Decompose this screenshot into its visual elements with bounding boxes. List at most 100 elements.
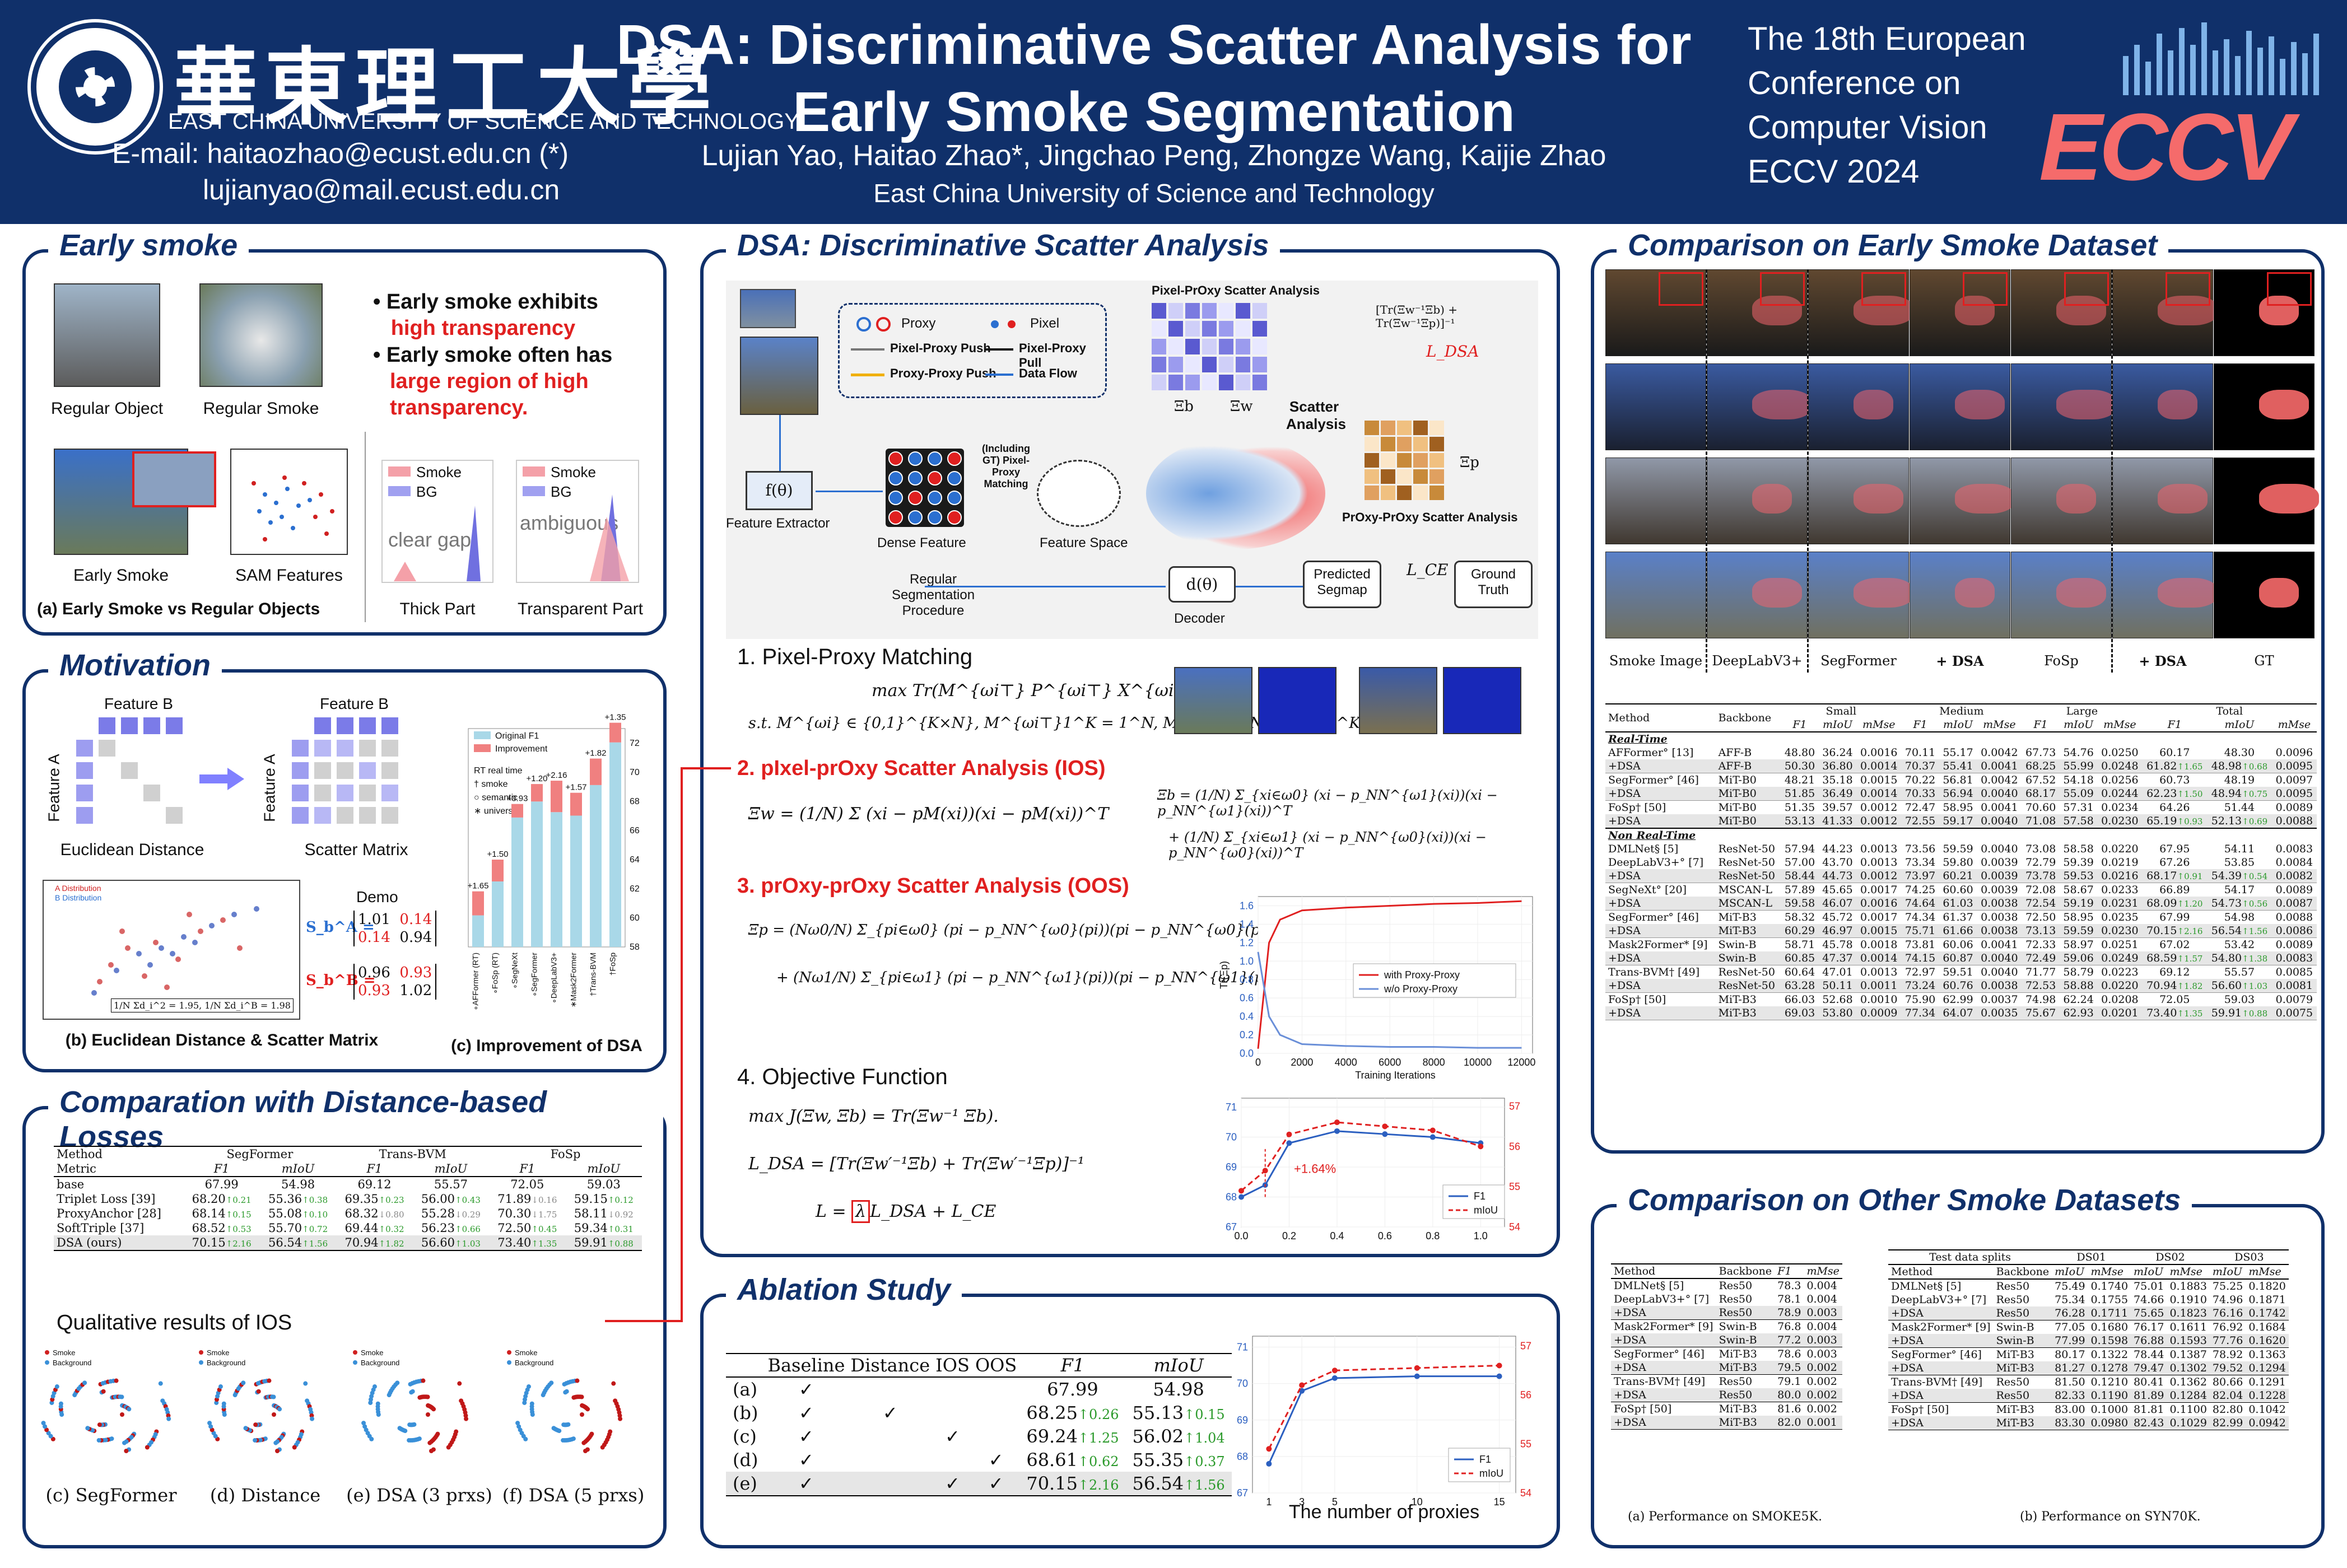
t1-cell-6-3: 0.002 [1806, 1361, 1837, 1374]
t1-head-1: Backbone [1719, 1265, 1772, 1277]
comp-cell-6-12: 54.11 [2224, 843, 2255, 855]
comp-cell-12-2: 60.29 [1784, 925, 1815, 937]
comp-cell-12-3: 46.97 [1822, 925, 1853, 937]
qual-cell-3-1 [1707, 552, 1808, 638]
comp-cell-4-2: 51.35 [1784, 801, 1815, 814]
euclid-grid [76, 717, 183, 824]
comp-cell-11-4: 0.0017 [1860, 911, 1898, 923]
t1-cell-1-2: 78.1 [1777, 1293, 1801, 1305]
t1-cell-3-2: 76.8 [1777, 1320, 1801, 1333]
qual-plot-1: Smoke Background (d) Distance [191, 1345, 339, 1513]
qual-cell-0-1 [1707, 269, 1808, 356]
lambda-chart-pt-1-0 [1238, 1188, 1244, 1194]
comp-cell-10-1: MSCAN-L [1718, 897, 1772, 909]
bar-category-0: ∘AFFormer (RT) [471, 953, 480, 1010]
bar-label-0: +1.65 [468, 881, 489, 891]
abl-head-2: Distance [850, 1355, 930, 1376]
caption-a: (a) Early Smoke vs Regular Objects [37, 600, 320, 618]
qual-point-2-80 [425, 1394, 430, 1399]
comp-cell-16-0: +DSA [1608, 979, 1641, 992]
comp-cell-17-10: 0.0208 [2101, 993, 2139, 1006]
trace-chart-legend-0: with Proxy-Proxy [1384, 969, 1460, 981]
lambda-chart-pt-1-6 [1478, 1144, 1484, 1150]
comp-cell-11-6: 61.37 [1943, 911, 1973, 923]
qual-caption-2: (e) DSA (3 prxs) [346, 1485, 492, 1506]
comp-sub-5: mMse [1983, 718, 2016, 731]
comp-cell-14-11: 68.59↑1.57 [2146, 952, 2203, 964]
bar-original-1 [492, 881, 504, 947]
xib-cell-0-1 [1168, 303, 1183, 319]
oos-heading: PrOxy-PrOxy Scatter Analysis [1342, 510, 1518, 524]
qual-point-0-86 [58, 1401, 63, 1406]
email-2[interactable]: lujianyao@mail.ecust.edu.cn [203, 174, 560, 206]
qual-point-1-51 [209, 1427, 215, 1432]
comp-section-rt-label: Real-Time [1608, 733, 1668, 745]
caption-regular-smoke: Regular Smoke [203, 399, 319, 418]
smoke-mask-0-6 [2259, 295, 2299, 326]
qual-point-2-84 [421, 1378, 426, 1383]
lambda-chart-xtick-3: 0.6 [1378, 1230, 1392, 1242]
sb-a-10: 0.14 [358, 929, 390, 946]
comp-cell-0-12: 48.30 [2224, 746, 2255, 759]
qual-cell-1-1 [1707, 363, 1812, 450]
email-1[interactable]: E-mail: haitaozhao@ecust.edu.cn (*) [112, 138, 569, 169]
comp-cell-14-13: 0.0083 [2275, 952, 2313, 964]
t2-cell-8-7: 0.1228 [2248, 1389, 2286, 1402]
comp-cell-0-8: 67.73 [2025, 746, 2056, 759]
comp-cell-5-11: 65.19↑0.93 [2146, 815, 2203, 827]
dense-dot-3-1 [908, 510, 923, 525]
qual-cell-1-0 [1605, 363, 1706, 450]
comp-cell-18-3: 53.80 [1822, 1007, 1853, 1019]
comp-cell-10-7: 0.0038 [1981, 897, 2018, 909]
sb-b-label: S_b^B = [306, 972, 376, 989]
dist-cell-3-2: 55.70↑0.72 [268, 1221, 328, 1235]
proxy-icon-red [876, 317, 891, 332]
abl-cell-0-2 [847, 1377, 933, 1401]
comp-cell-16-5: 73.24 [1904, 979, 1936, 992]
comp-row-9: SegNeXt° [20] MSCAN-L 57.89 45.65 0.0017 74.2… [1605, 883, 2317, 897]
dist-cell-0-4: 55.57 [434, 1178, 468, 1191]
abl-cell-0-6: 54.98 [1153, 1379, 1204, 1400]
comp-cell-7-2: 57.00 [1784, 856, 1815, 869]
smoke-mask-2-5 [2158, 483, 2208, 514]
conf-line-2: Conference on [1748, 65, 1961, 101]
comp-cell-9-10: 0.0233 [2101, 884, 2139, 896]
comp-cell-10-4: 0.0016 [1860, 897, 1898, 909]
syn70k-table: Test data splits DS01 DS02 DS03 Method Backbo… [1888, 1249, 2289, 1430]
hist2-legend-bg: BG [551, 483, 572, 500]
scatter-analysis-label: Scatter Analysis [1286, 398, 1346, 432]
qual-point-2-75 [463, 1413, 468, 1418]
proxies-chart-xtick-1: 3 [1299, 1496, 1305, 1508]
t2-cell-9-5: 0.1100 [2169, 1403, 2207, 1416]
qual-cell-3-3 [1910, 552, 2010, 638]
qual-point-3-81 [564, 1389, 569, 1394]
comp-cell-11-5: 74.34 [1904, 911, 1936, 923]
comp-cell-4-10: 0.0234 [2101, 801, 2139, 814]
connector-ios-top [681, 767, 731, 769]
comp-row-4: FoSp† [50] MiT-B0 51.35 39.57 0.0012 72.47 58.… [1605, 801, 2317, 815]
bar-original-7 [609, 742, 621, 947]
t1-cell-10-3: 0.001 [1806, 1416, 1837, 1429]
qual-point-0-77 [41, 1421, 46, 1426]
comp-row-7: DeepLabV3+° [7] ResNet-50 57.00 43.70 0.0013… [1605, 856, 2317, 869]
zoom-inset-2 [1861, 272, 1906, 306]
xib-cell-1-4 [1219, 321, 1233, 337]
dist-sub-1: F1 [213, 1162, 230, 1175]
conf-line-1: The 18th European [1748, 21, 2026, 57]
comp-cell-8-9: 59.53 [2063, 870, 2094, 882]
abl-cell-3-0: (d) [733, 1449, 758, 1471]
t2-cell-3-2: 77.05 [2055, 1321, 2085, 1333]
xib-cell-2-5 [1236, 339, 1250, 354]
dist-cell-1-4: 56.00↑0.43 [421, 1192, 481, 1206]
bar-ytick-0: 58 [630, 942, 640, 952]
comp-cell-15-2: 60.64 [1784, 966, 1815, 978]
comp-cell-15-13: 0.0085 [2275, 966, 2313, 978]
xip-cell-0-3 [1413, 421, 1428, 435]
distribution-scatter-plot: A Distribution B Distribution 1/N Σd_i^2… [43, 880, 300, 1020]
comp-cell-12-13: 0.0086 [2275, 925, 2313, 937]
dense-dot-1-1 [908, 471, 923, 486]
t1-cell-6-1: MiT-B3 [1719, 1361, 1757, 1374]
xib-cell-4-6 [1252, 375, 1267, 390]
qual-cell-2-6 [2214, 458, 2319, 544]
t2-head-0: Method [1891, 1266, 1933, 1278]
